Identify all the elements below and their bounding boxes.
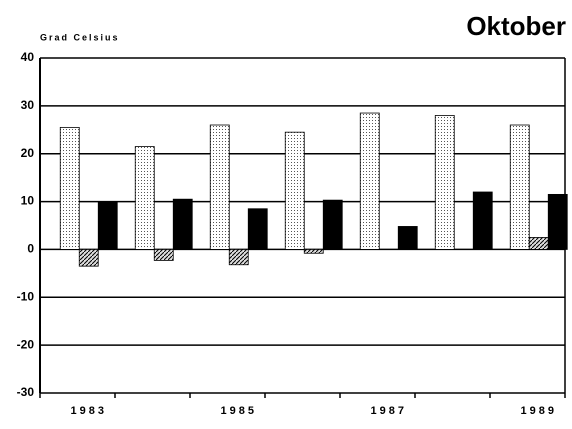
x-tick-label: 1985 xyxy=(221,405,257,417)
bar xyxy=(472,191,493,250)
bar xyxy=(209,124,230,250)
y-tick-label: -30 xyxy=(17,385,35,399)
y-tick-label: 10 xyxy=(21,194,35,208)
bar xyxy=(97,201,118,250)
bar xyxy=(78,249,99,267)
chart-title: Oktober xyxy=(466,11,566,41)
bar xyxy=(509,124,530,250)
bar xyxy=(284,131,305,250)
x-tick-label: 1989 xyxy=(521,405,557,417)
y-tick-label: 30 xyxy=(21,98,35,112)
bar xyxy=(134,146,155,250)
bar xyxy=(59,126,80,250)
bar xyxy=(547,193,568,250)
bar xyxy=(528,237,549,250)
y-axis-label: Grad Celsius xyxy=(40,32,120,42)
bar xyxy=(434,115,455,250)
y-tick-label: 40 xyxy=(21,50,35,64)
y-tick-label: -20 xyxy=(17,337,35,351)
bar xyxy=(359,112,380,250)
y-tick-label: 20 xyxy=(21,146,35,160)
x-tick-label: 1983 xyxy=(71,405,107,417)
bar xyxy=(247,208,268,250)
bar xyxy=(153,249,174,261)
bar xyxy=(172,198,193,250)
bar xyxy=(228,249,249,266)
bar xyxy=(322,199,343,250)
x-tick-label: 1987 xyxy=(371,405,407,417)
y-tick-label: 0 xyxy=(27,242,34,256)
bar xyxy=(303,249,324,254)
y-tick-label: -10 xyxy=(17,289,35,303)
bar xyxy=(397,226,418,250)
